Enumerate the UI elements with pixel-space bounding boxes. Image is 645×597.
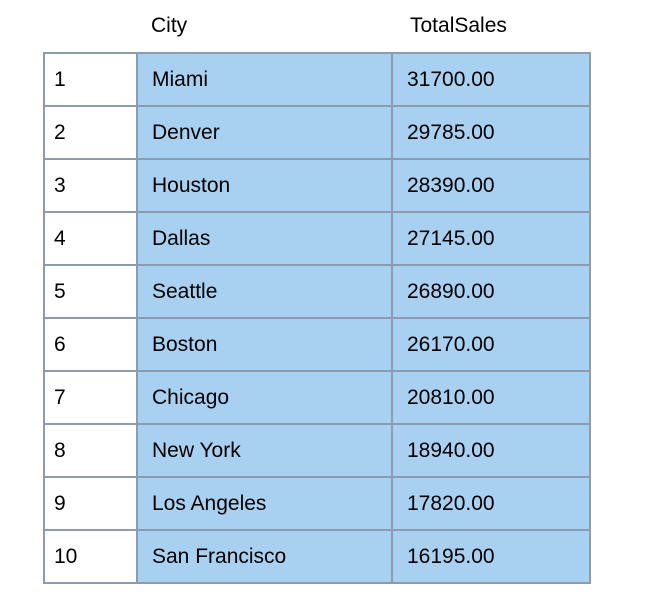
- table-row: 1 Miami 31700.00: [45, 54, 589, 107]
- city-cell[interactable]: San Francisco: [138, 531, 393, 582]
- table-row: 3 Houston 28390.00: [45, 160, 589, 213]
- city-cell[interactable]: Dallas: [138, 213, 393, 264]
- table-row: 2 Denver 29785.00: [45, 107, 589, 160]
- city-cell[interactable]: Boston: [138, 319, 393, 370]
- total-sales-cell[interactable]: 29785.00: [393, 107, 589, 158]
- column-header-city: City: [151, 13, 188, 37]
- total-sales-cell[interactable]: 27145.00: [393, 213, 589, 264]
- row-index: 3: [45, 160, 138, 211]
- table-row: 7 Chicago 20810.00: [45, 372, 589, 425]
- table-row: 6 Boston 26170.00: [45, 319, 589, 372]
- total-sales-cell[interactable]: 20810.00: [393, 372, 589, 423]
- city-cell[interactable]: Denver: [138, 107, 393, 158]
- city-cell[interactable]: Seattle: [138, 266, 393, 317]
- table-body: 1 Miami 31700.00 2 Denver 29785.00 3 Hou…: [43, 52, 591, 584]
- total-sales-cell[interactable]: 26170.00: [393, 319, 589, 370]
- row-index: 5: [45, 266, 138, 317]
- city-cell[interactable]: Houston: [138, 160, 393, 211]
- table-row: 4 Dallas 27145.00: [45, 213, 589, 266]
- row-index: 9: [45, 478, 138, 529]
- row-index: 7: [45, 372, 138, 423]
- row-index: 6: [45, 319, 138, 370]
- data-table: City TotalSales 1 Miami 31700.00 2 Denve…: [43, 0, 591, 584]
- table-row: 9 Los Angeles 17820.00: [45, 478, 589, 531]
- row-index: 1: [45, 54, 138, 105]
- total-sales-cell[interactable]: 31700.00: [393, 54, 589, 105]
- table-header-row: City TotalSales: [43, 0, 591, 52]
- table-row: 5 Seattle 26890.00: [45, 266, 589, 319]
- total-sales-cell[interactable]: 18940.00: [393, 425, 589, 476]
- city-cell[interactable]: Los Angeles: [138, 478, 393, 529]
- table-row: 8 New York 18940.00: [45, 425, 589, 478]
- column-header-total-sales: TotalSales: [410, 13, 507, 37]
- city-cell[interactable]: Chicago: [138, 372, 393, 423]
- row-index: 2: [45, 107, 138, 158]
- total-sales-cell[interactable]: 26890.00: [393, 266, 589, 317]
- row-index: 10: [45, 531, 138, 582]
- table-row: 10 San Francisco 16195.00: [45, 531, 589, 584]
- city-cell[interactable]: Miami: [138, 54, 393, 105]
- total-sales-cell[interactable]: 28390.00: [393, 160, 589, 211]
- row-index: 4: [45, 213, 138, 264]
- total-sales-cell[interactable]: 17820.00: [393, 478, 589, 529]
- total-sales-cell[interactable]: 16195.00: [393, 531, 589, 582]
- row-index: 8: [45, 425, 138, 476]
- city-cell[interactable]: New York: [138, 425, 393, 476]
